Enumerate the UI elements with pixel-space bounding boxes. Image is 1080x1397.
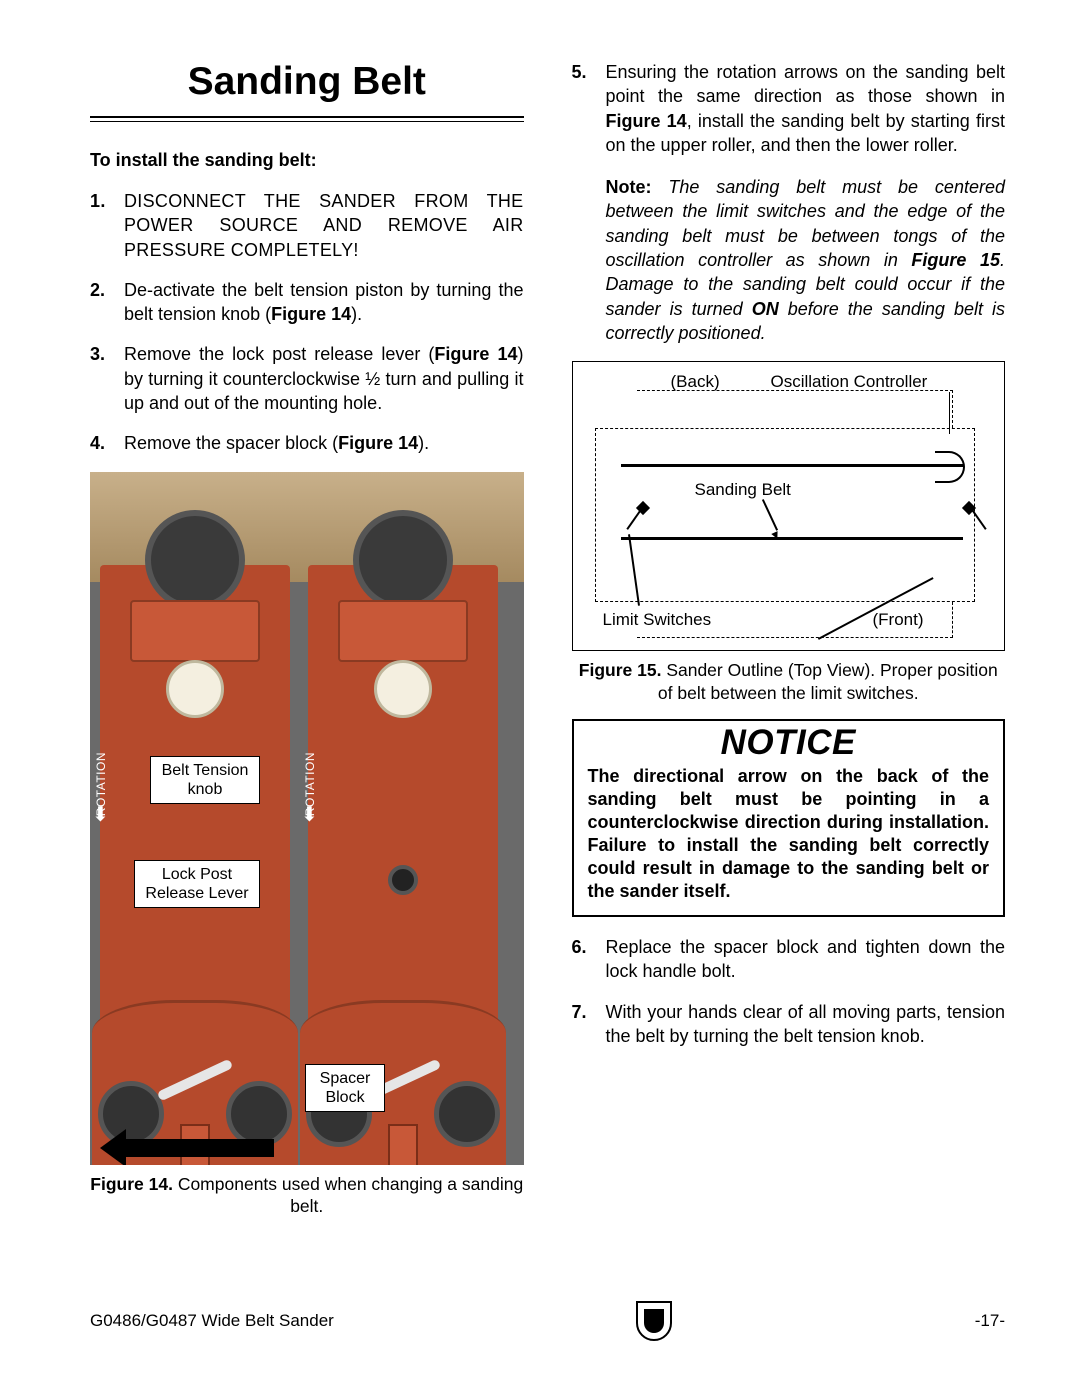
machine-disc (374, 660, 432, 718)
dashed-outer-outline (595, 428, 975, 602)
install-steps-cont2: Replace the spacer block and tighten dow… (572, 935, 1006, 1048)
fig15-caption-rest: Sander Outline (Top View). Proper positi… (658, 660, 998, 703)
callout-belt-tension: Belt Tension knob (150, 756, 260, 804)
machine-lever (157, 1058, 234, 1101)
machine-wheel (226, 1081, 292, 1147)
notice-title: NOTICE (588, 723, 990, 763)
left-column: Sanding Belt To install the sanding belt… (90, 60, 524, 1260)
belt-line-top (621, 464, 963, 466)
right-column: Ensuring the rotation arrows on the sand… (572, 60, 1006, 1260)
fig15-label-back: (Back) (671, 372, 720, 392)
rotation-arrow-icon: ⬇ (301, 802, 318, 827)
step-7: With your hands clear of all moving part… (572, 1000, 1006, 1049)
note-on: ON (752, 299, 779, 319)
removal-arrow-icon (124, 1139, 274, 1157)
step-4-figref: Figure 14 (338, 433, 418, 453)
machine-knob (388, 865, 418, 895)
step-5: Ensuring the rotation arrows on the sand… (572, 60, 1006, 157)
machine-head (145, 510, 245, 610)
step-3: Remove the lock post release lever (Figu… (90, 342, 524, 415)
callout-spacer-block: Spacer Block (305, 1064, 385, 1112)
footer-product: G0486/G0487 Wide Belt Sander (90, 1311, 334, 1331)
install-steps: DISCONNECT THE SANDER FROM THE POWER SOU… (90, 189, 524, 456)
install-steps-cont: Ensuring the rotation arrows on the sand… (572, 60, 1006, 157)
callout-lock-post: Lock Post Release Lever (134, 860, 260, 908)
fig14-caption-bold: Figure 14. (90, 1174, 173, 1194)
figure-14-image: ROTATION ⬇ ROTATION ⬇ Belt Tension knob … (90, 472, 524, 1165)
belt-line-bottom (621, 537, 963, 539)
notice-body: The directional arrow on the back of the… (588, 765, 990, 903)
step-4: Remove the spacer block (Figure 14). (90, 431, 524, 455)
machine-wheel (434, 1081, 500, 1147)
step-4-text: Remove the spacer block ( (124, 433, 338, 453)
intro-line: To install the sanding belt: (90, 150, 524, 171)
note-body: The sanding belt must be centered betwee… (606, 177, 1006, 343)
dashed-back-outline (637, 390, 953, 428)
step-5-figref: Figure 14 (606, 111, 687, 131)
step-3-text: Remove the lock post release lever ( (124, 344, 434, 364)
fig15-label-front: (Front) (873, 610, 924, 630)
step-2: De-activate the belt tension piston by t… (90, 278, 524, 327)
note-figref: Figure 15 (911, 250, 1000, 270)
page-footer: G0486/G0487 Wide Belt Sander -17- (90, 1301, 1005, 1341)
title-underline (90, 116, 524, 122)
figure-15-caption: Figure 15. Sander Outline (Top View). Pr… (572, 659, 1006, 705)
figure-15-diagram: (Back) Oscillation Controller Sanding Be… (572, 361, 1006, 651)
footer-page-number: -17- (975, 1311, 1005, 1331)
fig15-label-belt: Sanding Belt (695, 480, 791, 500)
fig15-caption-bold: Figure 15. (579, 660, 662, 680)
section-title: Sanding Belt (90, 60, 524, 112)
step-6: Replace the spacer block and tighten dow… (572, 935, 1006, 984)
machine-body-top (130, 600, 260, 662)
fig14-caption-rest: Components used when changing a sanding … (173, 1174, 523, 1217)
fig15-label-osc: Oscillation Controller (771, 372, 928, 392)
step-1: DISCONNECT THE SANDER FROM THE POWER SOU… (90, 189, 524, 262)
manual-page: Sanding Belt To install the sanding belt… (0, 0, 1080, 1397)
step-3-figref: Figure 14 (434, 344, 517, 364)
notice-box: NOTICE The directional arrow on the back… (572, 719, 1006, 917)
note-block: Note: The sanding belt must be centered … (606, 175, 1006, 345)
machine-disc (166, 660, 224, 718)
rotation-arrow-icon: ⬇ (92, 802, 109, 827)
grizzly-logo-icon (636, 1301, 672, 1341)
figure-14-caption: Figure 14. Components used when changing… (90, 1173, 524, 1219)
fig15-label-limit: Limit Switches (603, 610, 712, 630)
note-label: Note: (606, 177, 652, 197)
step-2-figref: Figure 14 (271, 304, 351, 324)
machine-spacer (388, 1124, 418, 1165)
two-column-layout: Sanding Belt To install the sanding belt… (90, 60, 1005, 1260)
machine-body-top (338, 600, 468, 662)
machine-head (353, 510, 453, 610)
step-2-tail: ). (351, 304, 362, 324)
step-5-pre: Ensuring the rotation arrows on the sand… (606, 62, 1006, 106)
step-4-tail: ). (418, 433, 429, 453)
